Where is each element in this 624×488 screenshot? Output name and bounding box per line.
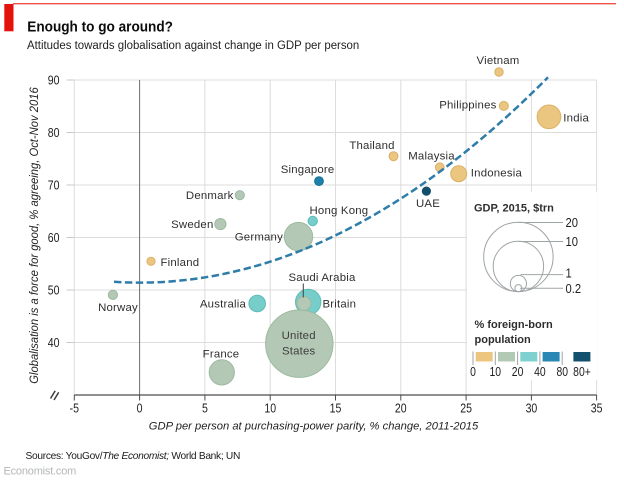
svg-text:40: 40 — [534, 365, 546, 379]
svg-text:70: 70 — [48, 177, 60, 192]
svg-text:40: 40 — [48, 335, 60, 350]
svg-text:UAE: UAE — [416, 198, 440, 210]
svg-text:-5: -5 — [70, 400, 80, 415]
svg-text:80+: 80+ — [573, 365, 591, 379]
svg-text:Britain: Britain — [323, 299, 357, 311]
svg-text:population: population — [475, 334, 531, 346]
svg-text:Thailand: Thailand — [349, 140, 394, 152]
svg-text:35: 35 — [591, 400, 603, 415]
svg-text:20: 20 — [395, 400, 407, 415]
svg-text:90: 90 — [48, 72, 60, 87]
svg-text:Enough to go around?: Enough to go around? — [27, 19, 173, 36]
svg-text:Norway: Norway — [98, 302, 138, 314]
svg-text:10: 10 — [566, 234, 579, 249]
svg-text:India: India — [563, 113, 589, 125]
svg-text:Indonesia: Indonesia — [471, 168, 523, 180]
svg-text:0: 0 — [137, 400, 143, 415]
svg-text:United: United — [282, 330, 316, 342]
svg-text:Malaysia: Malaysia — [408, 151, 455, 163]
svg-text:GDP per person at purchasing-p: GDP per person at purchasing-power parit… — [149, 420, 479, 432]
svg-text:States: States — [282, 346, 316, 358]
svg-text:30: 30 — [526, 400, 538, 415]
svg-text:80: 80 — [556, 365, 568, 379]
svg-text:1: 1 — [566, 266, 572, 281]
svg-text:60: 60 — [48, 230, 60, 245]
svg-text:Saudi Arabia: Saudi Arabia — [289, 272, 356, 284]
svg-text:Philippines: Philippines — [439, 100, 496, 112]
svg-text:Australia: Australia — [200, 299, 247, 311]
svg-text:Vietnam: Vietnam — [477, 55, 520, 67]
svg-text:Economist.com: Economist.com — [4, 466, 77, 478]
svg-text:Finland: Finland — [161, 257, 200, 269]
svg-text:5: 5 — [202, 400, 208, 415]
svg-text:Attitudes towards globalisatio: Attitudes towards globalisation against … — [27, 38, 359, 53]
svg-text:25: 25 — [460, 400, 472, 415]
svg-text:Singapore: Singapore — [281, 164, 335, 176]
svg-text:10: 10 — [264, 400, 276, 415]
svg-text:20: 20 — [566, 215, 579, 230]
svg-text:GDP, 2015, $trn: GDP, 2015, $trn — [474, 203, 554, 215]
svg-text:Germany: Germany — [235, 232, 283, 244]
svg-text:80: 80 — [48, 125, 60, 140]
svg-text:% foreign-born: % foreign-born — [475, 319, 553, 331]
svg-text:France: France — [203, 349, 240, 361]
svg-text:0.2: 0.2 — [566, 281, 582, 296]
svg-text:Globalisation is a force for g: Globalisation is a force for good, % agr… — [29, 87, 41, 384]
svg-text:20: 20 — [512, 365, 524, 379]
svg-text:Denmark: Denmark — [186, 190, 234, 202]
svg-text:Sources: YouGov/The Economist;: Sources: YouGov/The Economist; World Ban… — [26, 451, 241, 462]
svg-text:50: 50 — [48, 282, 60, 297]
svg-text:0: 0 — [470, 365, 476, 379]
svg-text:15: 15 — [330, 400, 342, 415]
svg-text:Hong Kong: Hong Kong — [310, 205, 369, 217]
svg-text:Sweden: Sweden — [171, 219, 213, 231]
svg-text:10: 10 — [489, 365, 501, 379]
